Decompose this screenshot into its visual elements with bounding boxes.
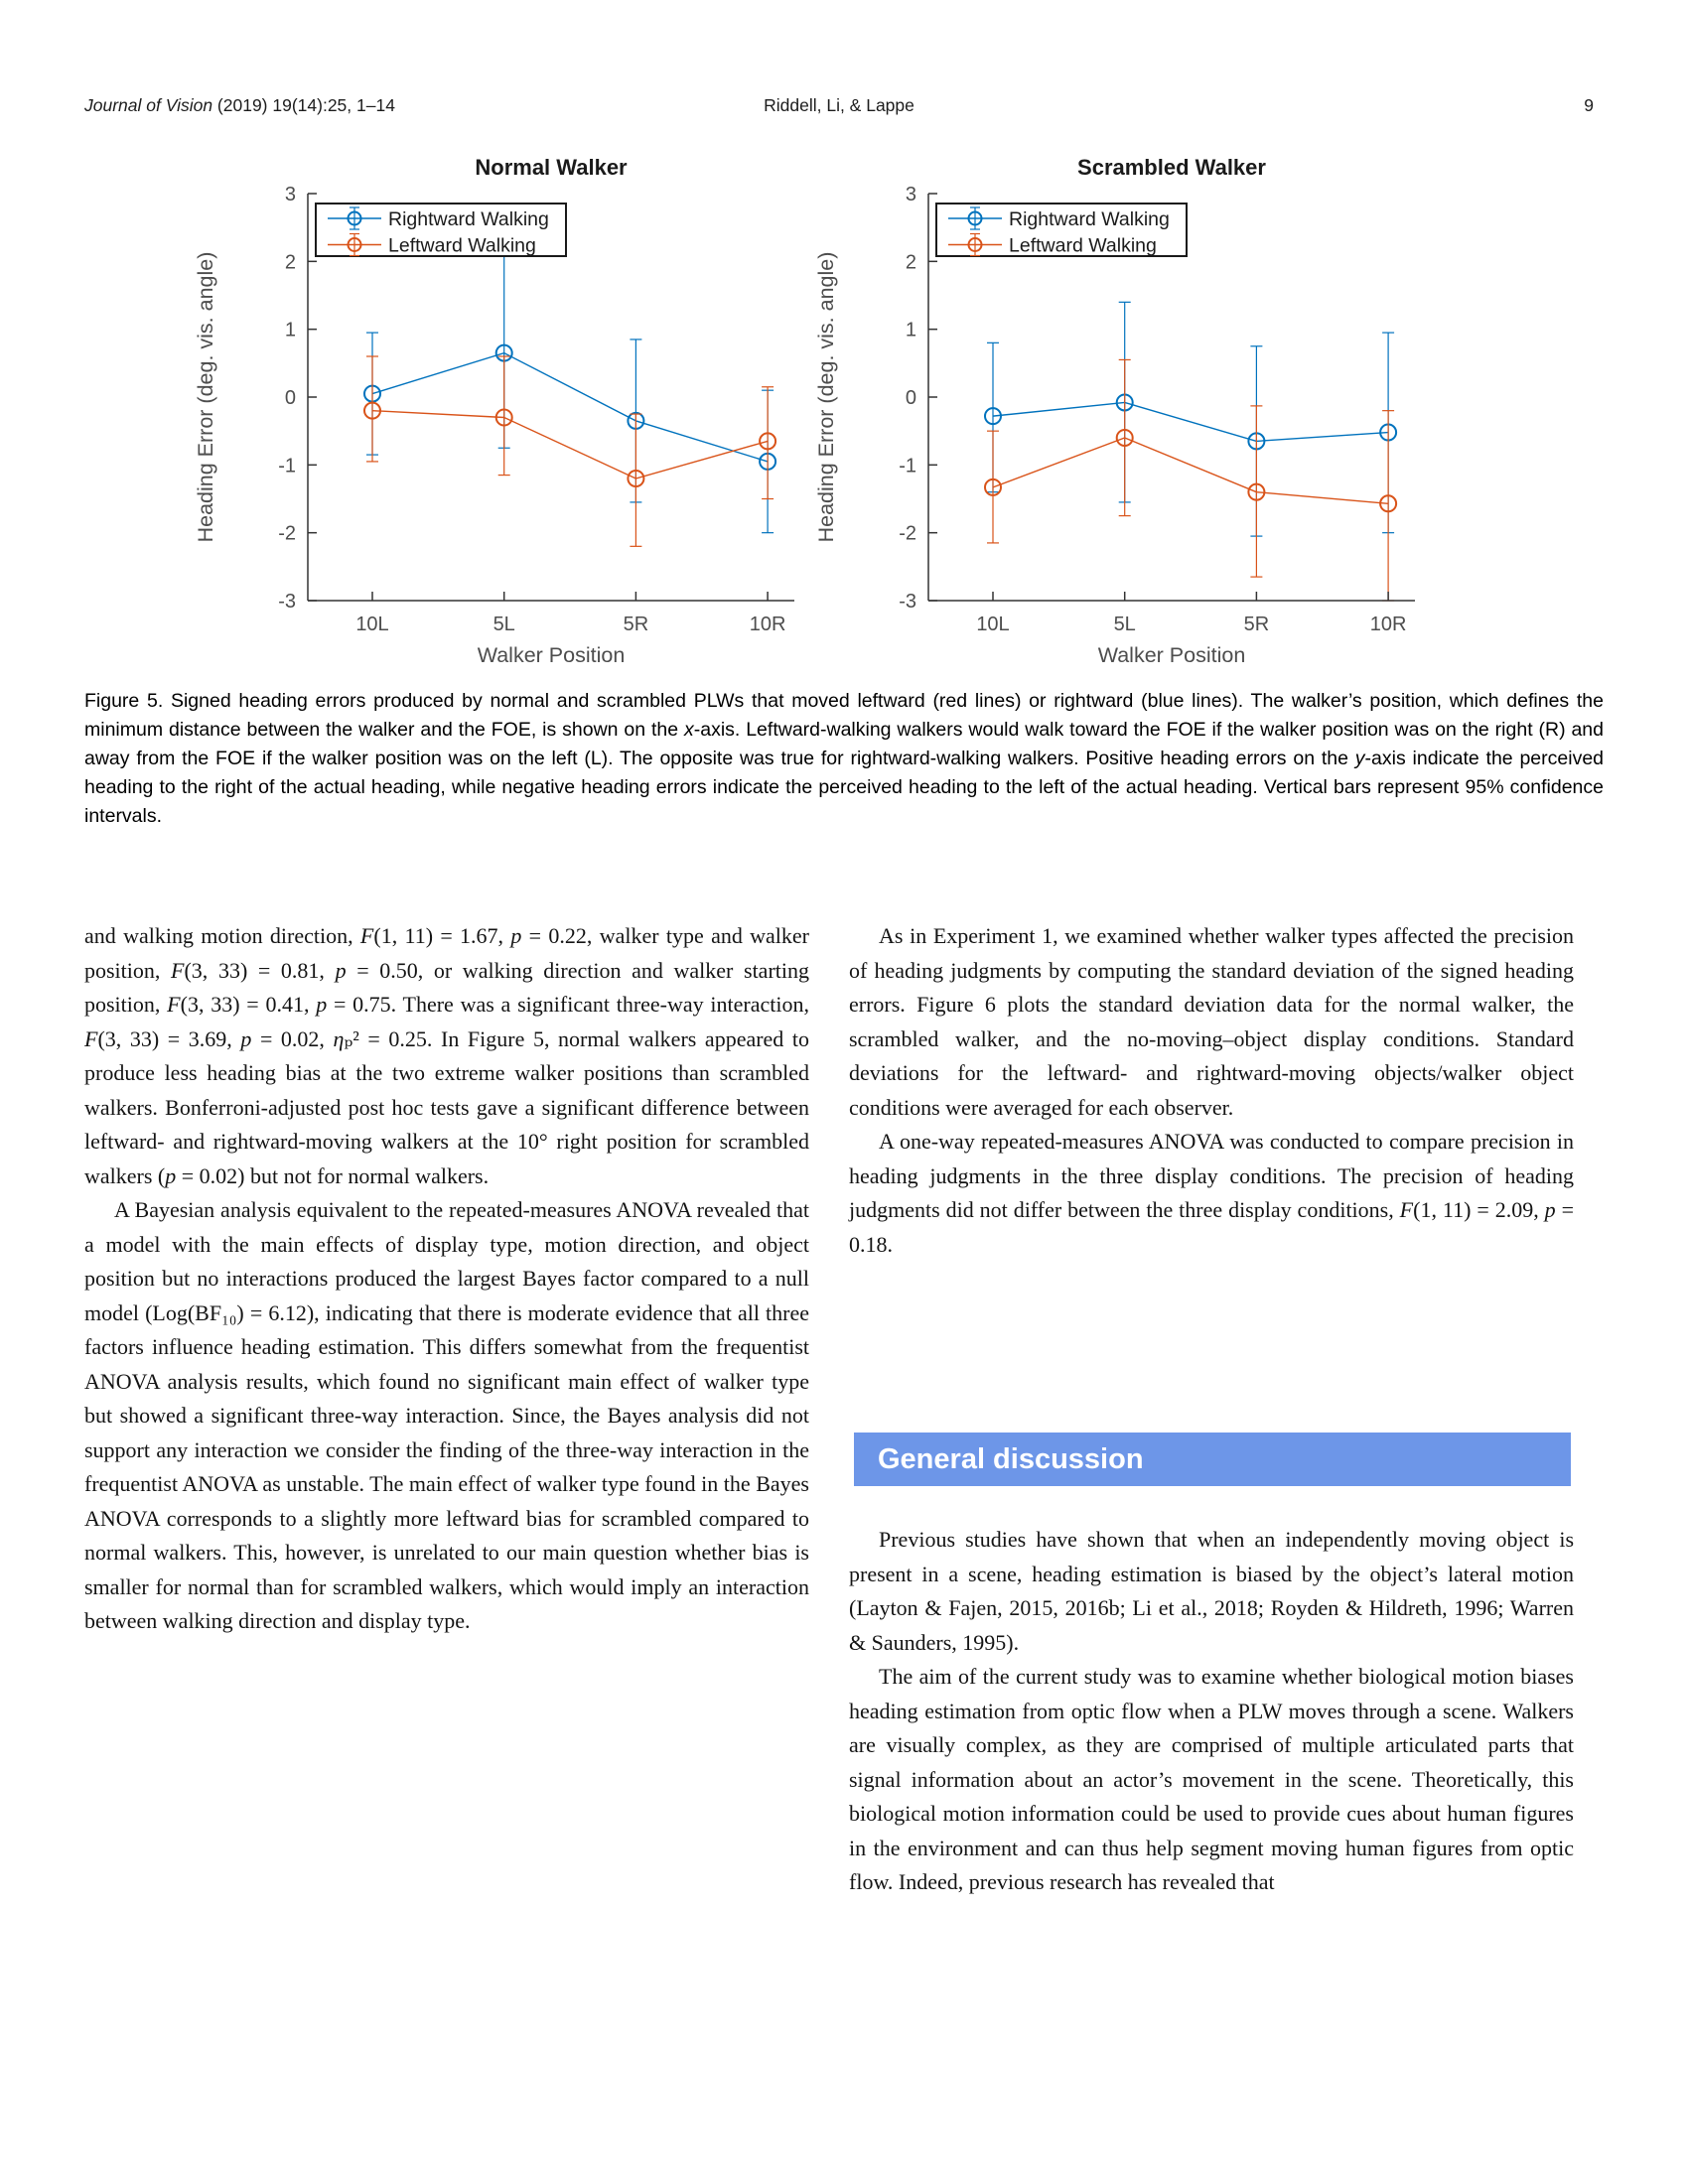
x-tick-label: 10R — [750, 614, 786, 635]
right-column-top: As in Experiment 1, we examined whether … — [849, 919, 1574, 1262]
legend-entry-label: Leftward Walking — [388, 235, 536, 257]
series-leftward-walking — [984, 358, 1398, 602]
paragraph: A one-way repeated-measures ANOVA was co… — [849, 1129, 1574, 1257]
journal-citation: Journal of Vision (2019) 19(14):25, 1–14 — [84, 95, 395, 115]
x-tick-label: 5R — [624, 614, 649, 635]
y-tick-label: -1 — [899, 455, 916, 477]
paragraph: and walking motion direction, F(1, 11) =… — [84, 923, 810, 1188]
y-tick-label: 0 — [906, 387, 916, 409]
y-axis-label: Heading Error (deg. vis. angle) — [194, 252, 217, 543]
paragraph: A Bayesian analysis equivalent to the re… — [84, 1197, 809, 1633]
y-tick-label: -2 — [899, 523, 916, 545]
data-point — [984, 478, 1002, 496]
x-tick-label: 5R — [1244, 614, 1270, 635]
legend-entry-label: Rightward Walking — [388, 208, 549, 230]
y-tick-label: 2 — [906, 251, 916, 273]
figure-caption: Figure 5. Signed heading errors produced… — [84, 690, 1605, 827]
data-point — [1247, 482, 1266, 501]
data-point — [759, 432, 777, 451]
y-tick-label: 2 — [285, 251, 296, 273]
page-header: Journal of Vision (2019) 19(14):25, 1–14… — [84, 95, 1594, 119]
section-header-title: General discussion — [878, 1443, 1144, 1475]
x-tick-label: 10L — [976, 614, 1009, 635]
chart-title: Normal Walker — [475, 155, 628, 180]
y-tick-label: 3 — [906, 184, 916, 205]
x-axis-label: Walker Position — [478, 643, 626, 667]
left-column: and walking motion direction, F(1, 11) =… — [84, 919, 809, 1639]
data-point — [627, 470, 645, 487]
data-point — [363, 401, 381, 420]
y-tick-label: -2 — [278, 523, 296, 545]
legend: Rightward Walking Leftward Walking — [935, 203, 1188, 257]
y-tick-label: -1 — [278, 455, 296, 477]
x-axis-label: Walker Position — [1098, 643, 1246, 667]
paragraph: Previous studies have shown that when an… — [849, 1527, 1574, 1655]
paragraph: As in Experiment 1, we examined whether … — [849, 923, 1574, 1120]
y-axis-label: Heading Error (deg. vis. angle) — [814, 252, 838, 543]
y-tick-label: 1 — [906, 320, 916, 341]
y-tick-label: -3 — [899, 591, 916, 613]
series-leftward-walking — [363, 355, 777, 547]
right-column-bottom: Previous studies have shown that when an… — [849, 1523, 1574, 1900]
legend-entry-label: Leftward Walking — [1009, 235, 1157, 257]
data-point — [1115, 429, 1134, 447]
normal-walker-chart: -3 -2 -1 0 1 2 3 10L 5L 5R 10R Walker Position Headi… — [194, 155, 794, 667]
y-tick-label: 1 — [285, 320, 296, 341]
authors-running-head: Riddell, Li, & Lappe — [764, 95, 914, 115]
y-tick-label: 3 — [285, 184, 296, 205]
x-tick-label: 10R — [1370, 614, 1407, 635]
section-header-bar: General discussion — [854, 1433, 1571, 1486]
y-tick-label: -3 — [278, 591, 296, 613]
data-point — [494, 408, 513, 427]
scrambled-walker-chart: -3 -2 -1 0 1 2 3 10L 5L 5R 10R Walker Position Headi… — [814, 155, 1415, 667]
series-rightward-walking — [363, 250, 777, 534]
page-number: 9 — [1584, 95, 1594, 115]
legend: Rightward Walking Leftward Walking — [315, 203, 567, 257]
x-tick-label: 5L — [493, 614, 515, 635]
data-point — [984, 407, 1002, 426]
series-rightward-walking — [984, 301, 1398, 537]
paragraph: The aim of the current study was to exam… — [849, 1664, 1574, 1894]
y-tick-label: 0 — [285, 387, 296, 409]
data-point — [1379, 494, 1398, 513]
x-tick-label: 5L — [1114, 614, 1136, 635]
x-tick-label: 10L — [355, 614, 388, 635]
chart-title: Scrambled Walker — [1077, 155, 1266, 180]
legend-entry-label: Rightward Walking — [1009, 208, 1170, 230]
